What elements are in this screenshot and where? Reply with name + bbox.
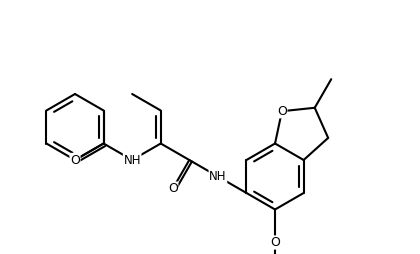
Text: O: O (70, 153, 80, 167)
Text: O: O (270, 236, 280, 249)
Text: NH: NH (123, 153, 141, 167)
Text: O: O (277, 105, 287, 118)
Text: NH: NH (209, 170, 227, 183)
Text: O: O (168, 182, 178, 195)
